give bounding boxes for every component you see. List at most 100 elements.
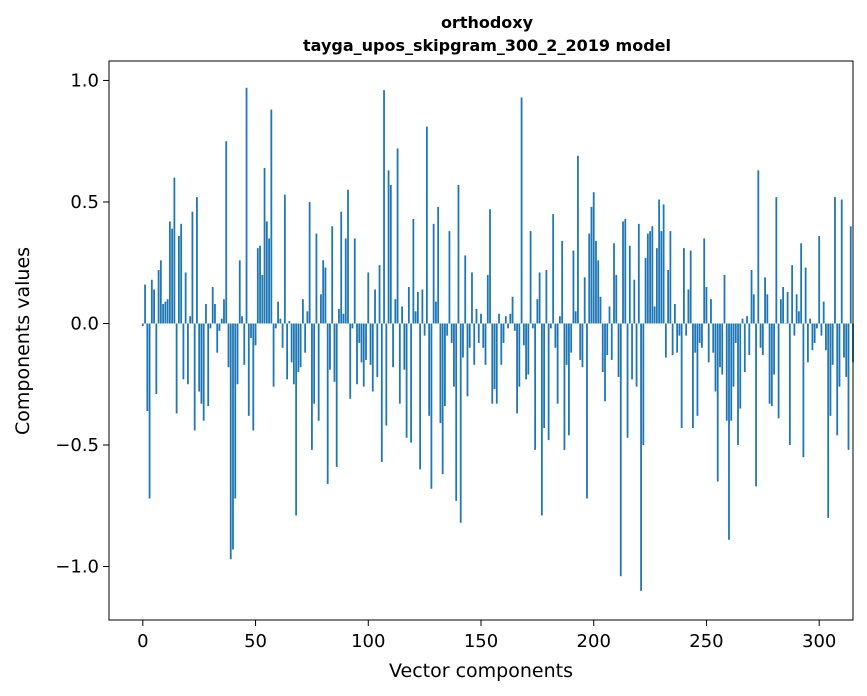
bar bbox=[572, 250, 575, 324]
bar bbox=[775, 197, 778, 324]
bar bbox=[577, 155, 579, 324]
bar bbox=[398, 323, 401, 404]
bar bbox=[141, 323, 144, 326]
bar bbox=[432, 223, 435, 324]
bar bbox=[822, 301, 825, 324]
bar bbox=[211, 287, 214, 324]
bar bbox=[392, 323, 394, 368]
bar bbox=[556, 323, 559, 404]
bar bbox=[599, 296, 602, 324]
bar bbox=[761, 323, 764, 356]
bar bbox=[196, 197, 198, 324]
bar bbox=[351, 323, 354, 329]
bar bbox=[719, 323, 721, 368]
bar bbox=[741, 318, 744, 324]
bar bbox=[703, 238, 706, 324]
bar bbox=[777, 323, 780, 419]
bar bbox=[617, 323, 620, 377]
bar bbox=[606, 323, 609, 356]
bar bbox=[182, 323, 185, 380]
bar bbox=[597, 260, 600, 324]
bar bbox=[590, 206, 593, 324]
bar bbox=[628, 245, 631, 324]
y-tick-label: 0.5 bbox=[70, 192, 99, 213]
bar bbox=[439, 323, 442, 424]
bar bbox=[592, 192, 595, 324]
bar bbox=[527, 323, 530, 375]
bar bbox=[640, 323, 642, 591]
bar bbox=[191, 211, 194, 324]
bar bbox=[750, 270, 753, 324]
bar bbox=[193, 323, 196, 431]
bar bbox=[236, 323, 239, 385]
bar bbox=[335, 323, 338, 467]
bar bbox=[389, 184, 392, 324]
bar bbox=[333, 323, 336, 382]
bar bbox=[171, 228, 174, 324]
x-tick-label: 100 bbox=[351, 631, 385, 652]
bar bbox=[807, 323, 809, 363]
bar bbox=[734, 323, 737, 343]
bar bbox=[301, 299, 304, 324]
bar bbox=[825, 323, 827, 351]
bar bbox=[173, 177, 176, 324]
bar bbox=[768, 323, 771, 404]
bar bbox=[367, 272, 370, 324]
bar bbox=[574, 311, 577, 324]
bar bbox=[245, 87, 248, 324]
bar bbox=[164, 301, 167, 324]
bar bbox=[809, 318, 812, 324]
bar bbox=[653, 306, 656, 324]
bar bbox=[457, 184, 460, 324]
bar bbox=[360, 323, 363, 363]
bar bbox=[252, 323, 255, 431]
bar bbox=[277, 301, 279, 324]
bar bbox=[184, 272, 187, 324]
bar bbox=[177, 235, 180, 324]
bar bbox=[707, 323, 710, 363]
bar bbox=[804, 267, 807, 324]
bar bbox=[466, 323, 469, 397]
bar bbox=[673, 304, 676, 324]
bar bbox=[538, 272, 541, 324]
bar bbox=[676, 323, 679, 353]
y-tick-label: 0.0 bbox=[70, 313, 99, 334]
bar bbox=[746, 316, 748, 324]
bar bbox=[407, 287, 410, 324]
bar bbox=[732, 323, 735, 387]
bar bbox=[721, 323, 724, 375]
bar bbox=[692, 323, 694, 428]
bar bbox=[570, 323, 573, 353]
bar bbox=[498, 313, 500, 324]
bar bbox=[759, 323, 762, 348]
bar bbox=[845, 323, 848, 377]
bar bbox=[371, 323, 374, 392]
bar bbox=[696, 323, 699, 416]
bar bbox=[247, 323, 250, 416]
chart-subtitle: tayga_upos_skipgram_300_2_2019 model bbox=[303, 36, 671, 55]
bar bbox=[797, 311, 800, 324]
bar bbox=[671, 323, 674, 356]
bar bbox=[716, 323, 719, 482]
bar bbox=[818, 235, 821, 324]
bar bbox=[198, 323, 201, 392]
bar bbox=[405, 323, 408, 438]
bar bbox=[166, 299, 169, 324]
bar bbox=[286, 323, 289, 380]
bar bbox=[225, 141, 228, 324]
bar bbox=[295, 323, 298, 516]
x-tick-label: 0 bbox=[137, 631, 148, 652]
bar bbox=[153, 289, 155, 324]
bar bbox=[378, 265, 381, 324]
bar bbox=[685, 323, 688, 336]
bar bbox=[159, 260, 162, 324]
bar bbox=[568, 323, 570, 436]
bar bbox=[200, 323, 203, 404]
bar bbox=[586, 323, 588, 499]
bar bbox=[820, 323, 823, 336]
bar bbox=[547, 323, 550, 441]
bar bbox=[601, 323, 604, 373]
bar bbox=[374, 289, 376, 324]
bar bbox=[322, 260, 325, 324]
bar bbox=[419, 323, 422, 470]
